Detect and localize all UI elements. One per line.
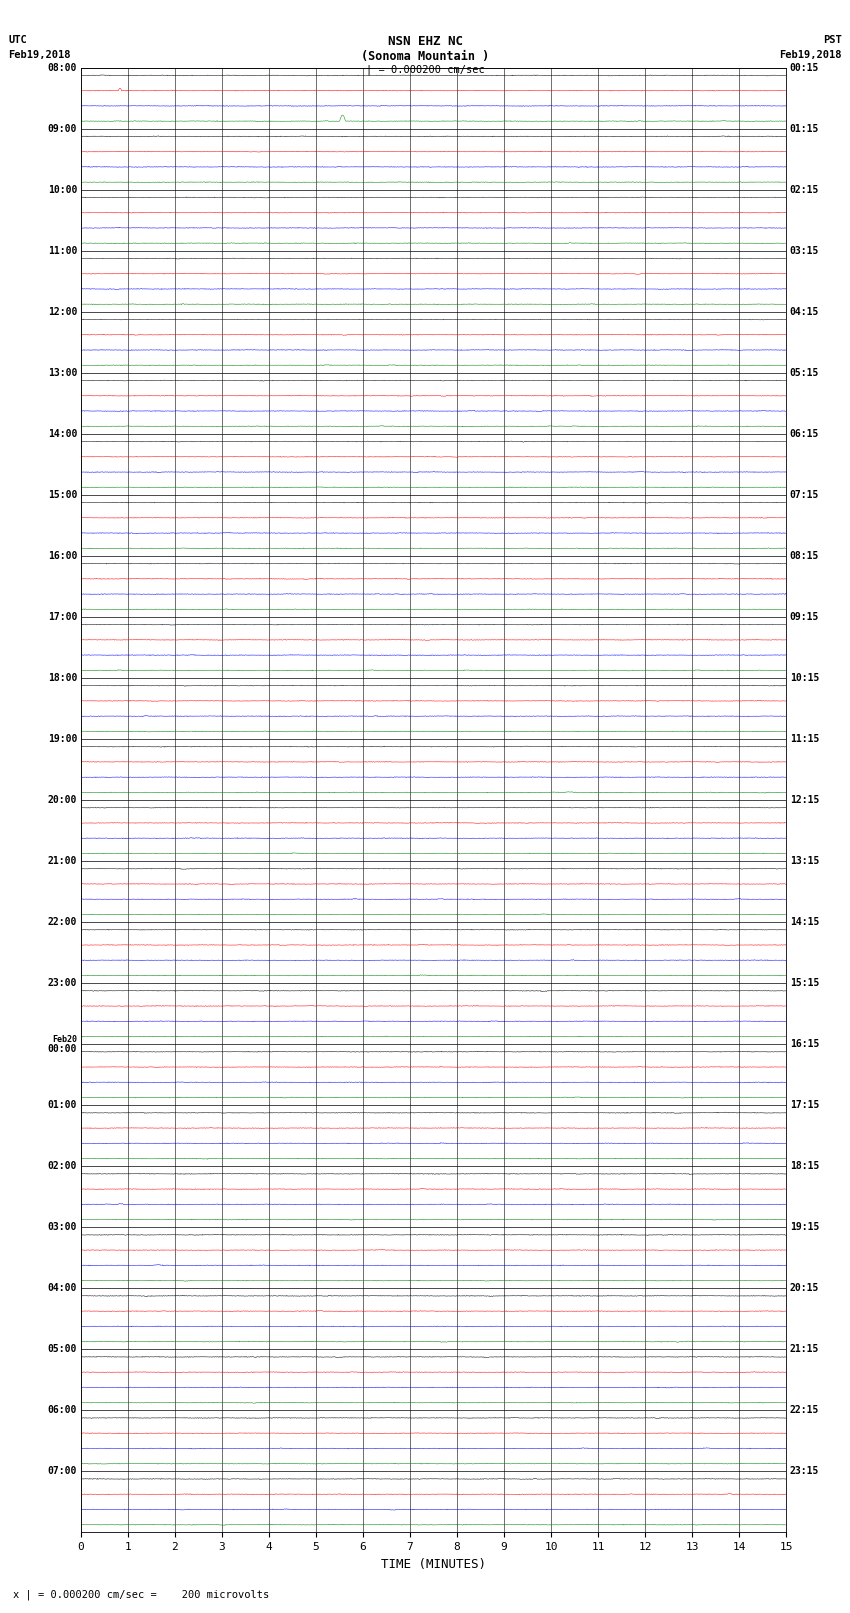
Text: 22:15: 22:15 <box>790 1405 819 1415</box>
Text: 02:15: 02:15 <box>790 185 819 195</box>
Text: | = 0.000200 cm/sec: | = 0.000200 cm/sec <box>366 65 484 76</box>
Text: 20:15: 20:15 <box>790 1284 819 1294</box>
Text: 16:00: 16:00 <box>48 552 77 561</box>
Text: 00:15: 00:15 <box>790 63 819 73</box>
Text: 13:00: 13:00 <box>48 368 77 377</box>
Text: PST: PST <box>823 35 842 45</box>
Text: 17:15: 17:15 <box>790 1100 819 1110</box>
Text: 08:15: 08:15 <box>790 552 819 561</box>
Text: 20:00: 20:00 <box>48 795 77 805</box>
Text: 23:00: 23:00 <box>48 977 77 989</box>
Text: 18:15: 18:15 <box>790 1161 819 1171</box>
Text: 17:00: 17:00 <box>48 611 77 623</box>
Text: 03:15: 03:15 <box>790 245 819 256</box>
Text: 15:00: 15:00 <box>48 490 77 500</box>
Text: 19:00: 19:00 <box>48 734 77 744</box>
Text: 03:00: 03:00 <box>48 1223 77 1232</box>
Text: 22:00: 22:00 <box>48 918 77 927</box>
Text: UTC: UTC <box>8 35 27 45</box>
Text: 11:00: 11:00 <box>48 245 77 256</box>
Text: 21:15: 21:15 <box>790 1344 819 1355</box>
Text: 15:15: 15:15 <box>790 977 819 989</box>
Text: 07:15: 07:15 <box>790 490 819 500</box>
Text: 16:15: 16:15 <box>790 1039 819 1048</box>
Text: 01:15: 01:15 <box>790 124 819 134</box>
Text: Feb19,2018: Feb19,2018 <box>779 50 842 60</box>
Text: 10:00: 10:00 <box>48 185 77 195</box>
Text: 00:00: 00:00 <box>48 1044 77 1055</box>
Text: 09:00: 09:00 <box>48 124 77 134</box>
Text: 19:15: 19:15 <box>790 1223 819 1232</box>
Text: 02:00: 02:00 <box>48 1161 77 1171</box>
Text: 09:15: 09:15 <box>790 611 819 623</box>
Text: 04:00: 04:00 <box>48 1284 77 1294</box>
Text: 04:15: 04:15 <box>790 306 819 316</box>
Text: 05:00: 05:00 <box>48 1344 77 1355</box>
Text: 08:00: 08:00 <box>48 63 77 73</box>
Text: Feb19,2018: Feb19,2018 <box>8 50 71 60</box>
Text: 13:15: 13:15 <box>790 857 819 866</box>
Text: 18:00: 18:00 <box>48 673 77 682</box>
Text: x | = 0.000200 cm/sec =    200 microvolts: x | = 0.000200 cm/sec = 200 microvolts <box>13 1589 269 1600</box>
Text: 14:15: 14:15 <box>790 918 819 927</box>
Text: 14:00: 14:00 <box>48 429 77 439</box>
X-axis label: TIME (MINUTES): TIME (MINUTES) <box>381 1558 486 1571</box>
Text: 07:00: 07:00 <box>48 1466 77 1476</box>
Text: 06:00: 06:00 <box>48 1405 77 1415</box>
Text: 10:15: 10:15 <box>790 673 819 682</box>
Text: (Sonoma Mountain ): (Sonoma Mountain ) <box>361 50 489 63</box>
Text: 12:15: 12:15 <box>790 795 819 805</box>
Text: 21:00: 21:00 <box>48 857 77 866</box>
Text: 12:00: 12:00 <box>48 306 77 316</box>
Text: 06:15: 06:15 <box>790 429 819 439</box>
Text: 01:00: 01:00 <box>48 1100 77 1110</box>
Text: Feb20: Feb20 <box>52 1036 77 1044</box>
Text: 23:15: 23:15 <box>790 1466 819 1476</box>
Text: NSN EHZ NC: NSN EHZ NC <box>388 35 462 48</box>
Text: 11:15: 11:15 <box>790 734 819 744</box>
Text: 05:15: 05:15 <box>790 368 819 377</box>
